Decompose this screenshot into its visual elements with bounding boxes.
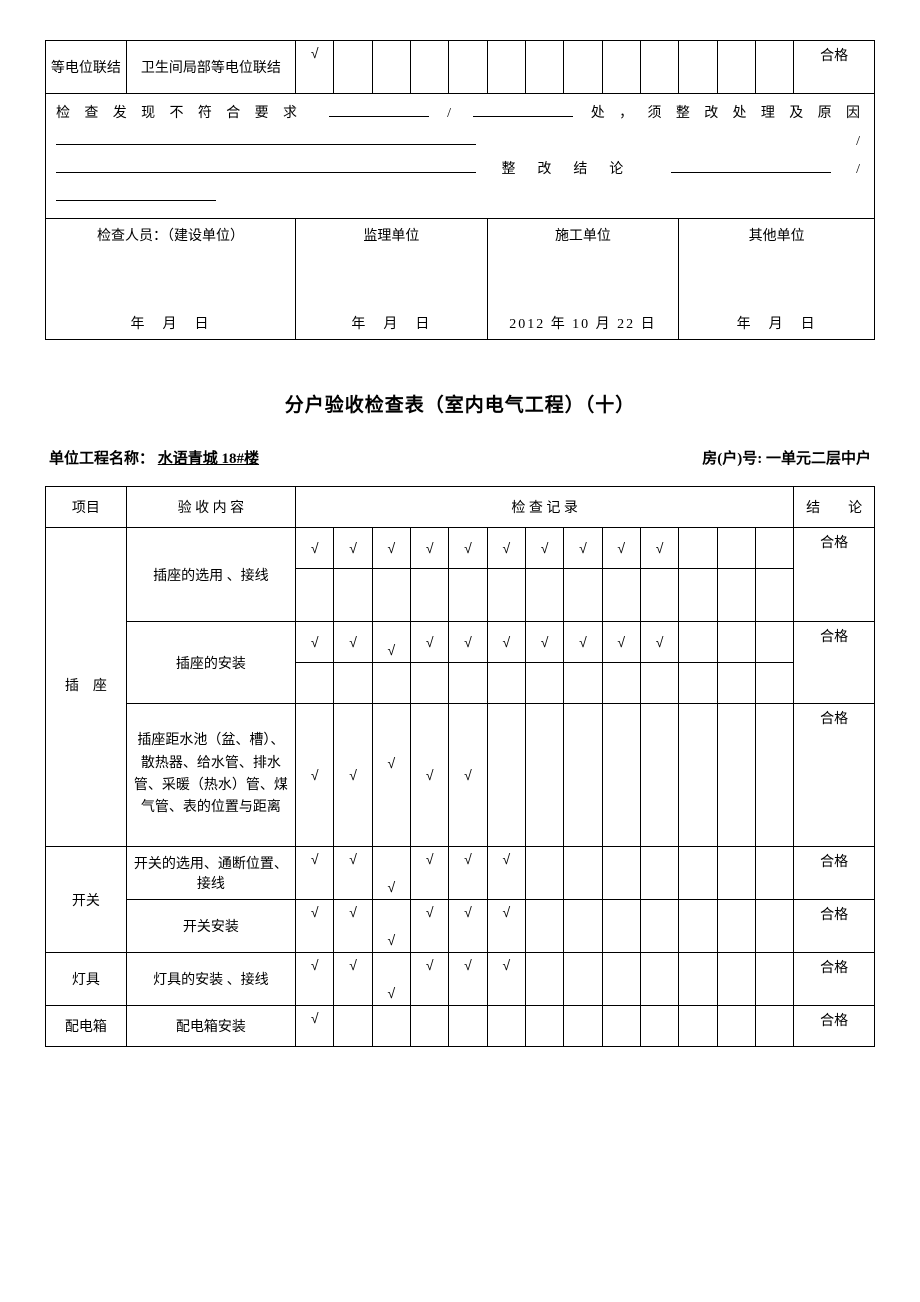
document-title: 分户验收检查表（室内电气工程）（十） bbox=[45, 390, 875, 417]
header-row: 项目 验 收 内 容 检 查 记 录 结 论 bbox=[46, 487, 875, 528]
meta-line: 单位工程名称： 水语青城 18#楼 房(户)号: 一单元二层中户 bbox=[45, 447, 875, 468]
sig-header-supervisor: 监理单位 bbox=[298, 225, 485, 245]
inspection-table: 项目 验 收 内 容 检 查 记 录 结 论 插 座 插座的选用 、接线 √ √… bbox=[45, 486, 875, 1047]
content-switch1: 开关的选用、通断位置、接线 bbox=[126, 847, 295, 900]
socket-row1a: 插 座 插座的选用 、接线 √ √ √ √ √ √ √ √ √ √ 合格 bbox=[46, 528, 875, 569]
result-socket2: 合格 bbox=[794, 622, 875, 704]
sig-other: 其他单位 年 月 日 bbox=[679, 219, 875, 340]
defect-prefix: 检查发现不符合要求 bbox=[56, 106, 311, 121]
sig-date-contractor: 2012 年 10 月 22 日 bbox=[488, 313, 679, 333]
meta-left-label: 单位工程名称： bbox=[49, 451, 154, 467]
sig-builder: 检查人员：（建设单位） 年 月 日 bbox=[46, 219, 296, 340]
defect-slash2: / bbox=[856, 134, 864, 149]
sig-header-other: 其他单位 bbox=[681, 225, 872, 245]
sig-contractor: 施工单位 2012 年 10 月 22 日 bbox=[487, 219, 679, 340]
sig-supervisor: 监理单位 年 月 日 bbox=[296, 219, 488, 340]
content-lamp1: 灯具的安装 、接线 bbox=[126, 953, 295, 1006]
result-socket3: 合格 bbox=[794, 704, 875, 847]
cell-item: 卫生间局部等电位联结 bbox=[126, 41, 295, 94]
result-socket1: 合格 bbox=[794, 528, 875, 622]
equipotential-row: 等电位联结 卫生间局部等电位联结 √ 合格 bbox=[46, 41, 875, 94]
check-cell: √ bbox=[296, 41, 334, 94]
content-socket1: 插座的选用 、接线 bbox=[126, 528, 295, 622]
sig-date-supervisor: 年 月 日 bbox=[296, 313, 487, 333]
signature-row: 检查人员：（建设单位） 年 月 日 监理单位 年 月 日 施工单位 2012 年… bbox=[46, 219, 875, 340]
sig-date-builder: 年 月 日 bbox=[46, 313, 295, 333]
blank-6 bbox=[56, 186, 216, 201]
meta-left-value: 水语青城 18#楼 bbox=[158, 451, 259, 467]
defect-slash3: / bbox=[856, 162, 864, 177]
defect-slash1: / bbox=[447, 106, 455, 121]
result-switch2: 合格 bbox=[794, 900, 875, 953]
result-lamp1: 合格 bbox=[794, 953, 875, 1006]
content-switch2: 开关安装 bbox=[126, 900, 295, 953]
switch-row1: 开关 开关的选用、通断位置、接线 √ √ √ √ √ √ 合格 bbox=[46, 847, 875, 900]
group-lamp: 灯具 bbox=[46, 953, 127, 1006]
socket-row2a: 插座的安装 √ √ √ √ √ √ √ √ √ √ 合格 bbox=[46, 622, 875, 663]
meta-left: 单位工程名称： 水语青城 18#楼 bbox=[49, 447, 313, 468]
sig-header-contractor: 施工单位 bbox=[490, 225, 677, 245]
defect-mid4: 整改结论 bbox=[501, 162, 645, 177]
cell-result: 合格 bbox=[794, 41, 875, 94]
result-switch1: 合格 bbox=[794, 847, 875, 900]
blank-4 bbox=[56, 158, 476, 173]
blank-5 bbox=[671, 158, 831, 173]
top-table: 等电位联结 卫生间局部等电位联结 √ 合格 检查发现不符合要求 / 处，须整改处… bbox=[45, 40, 875, 340]
blank-3 bbox=[56, 130, 476, 145]
content-socket2: 插座的安装 bbox=[126, 622, 295, 704]
cell-category: 等电位联结 bbox=[46, 41, 127, 94]
meta-right-label: 房(户)号: bbox=[702, 451, 762, 467]
blank-1 bbox=[329, 102, 429, 117]
content-box1: 配电箱安装 bbox=[126, 1006, 295, 1047]
sig-date-other: 年 月 日 bbox=[679, 313, 874, 333]
defect-row: 检查发现不符合要求 / 处，须整改处理及原因 / 整改结论 / bbox=[46, 94, 875, 219]
header-content: 验 收 内 容 bbox=[126, 487, 295, 528]
switch-row2: 开关安装 √ √ √ √ √ √ 合格 bbox=[46, 900, 875, 953]
group-box: 配电箱 bbox=[46, 1006, 127, 1047]
result-box1: 合格 bbox=[794, 1006, 875, 1047]
meta-right: 房(户)号: 一单元二层中户 bbox=[702, 447, 871, 468]
blank-2 bbox=[473, 102, 573, 117]
defect-mid2: 处，须整改处理及原因 bbox=[591, 106, 864, 121]
group-socket: 插 座 bbox=[46, 528, 127, 847]
header-result: 结 论 bbox=[794, 487, 875, 528]
content-socket3: 插座距水池（盆、槽）、散热器、给水管、排水管、采暖（热水）管、煤气管、表的位置与… bbox=[126, 704, 295, 847]
box-row: 配电箱 配电箱安装 √ 合格 bbox=[46, 1006, 875, 1047]
socket-row3: 插座距水池（盆、槽）、散热器、给水管、排水管、采暖（热水）管、煤气管、表的位置与… bbox=[46, 704, 875, 847]
sig-header-builder: 检查人员：（建设单位） bbox=[48, 225, 293, 245]
lamp-row: 灯具 灯具的安装 、接线 √ √ √ √ √ √ 合格 bbox=[46, 953, 875, 1006]
group-switch: 开关 bbox=[46, 847, 127, 953]
header-record: 检 查 记 录 bbox=[296, 487, 794, 528]
header-project: 项目 bbox=[46, 487, 127, 528]
meta-right-value: 一单元二层中户 bbox=[766, 451, 871, 467]
